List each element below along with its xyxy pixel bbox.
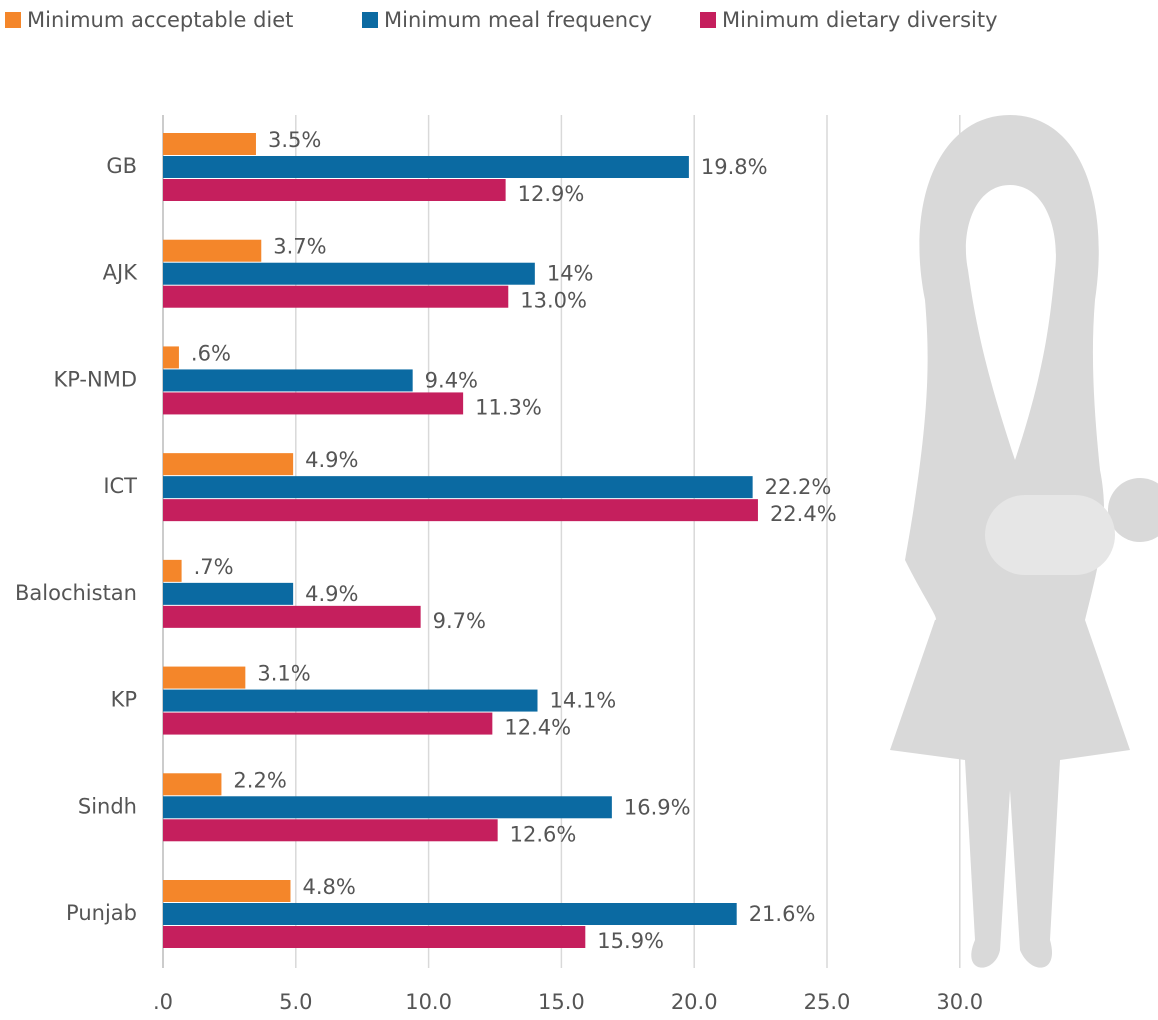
bar bbox=[163, 476, 753, 499]
value-label: 4.8% bbox=[302, 875, 355, 899]
legend-label: Minimum dietary diversity bbox=[722, 8, 998, 32]
plot: .0 5.0 10.0 15.0 20.0 25.0 30.0 GB 3.5% 19.8% 12.9… bbox=[5, 8, 998, 1014]
bar bbox=[163, 773, 222, 796]
value-label: 3.7% bbox=[273, 235, 326, 259]
bar bbox=[163, 582, 294, 605]
y-tick-label: Punjab bbox=[66, 901, 137, 925]
value-label: .7% bbox=[194, 555, 234, 579]
y-tick-label: ICT bbox=[103, 474, 137, 498]
value-label: 3.1% bbox=[257, 662, 310, 686]
value-label: 12.9% bbox=[518, 182, 585, 206]
legend-swatch bbox=[5, 12, 21, 28]
value-label: 14.1% bbox=[549, 689, 616, 713]
legend-swatch bbox=[362, 12, 378, 28]
bar bbox=[163, 346, 179, 369]
value-label: 22.2% bbox=[765, 475, 832, 499]
value-label: 22.4% bbox=[770, 502, 837, 526]
value-label: 14% bbox=[547, 262, 594, 286]
value-label: 12.6% bbox=[510, 822, 577, 846]
bar bbox=[163, 239, 262, 262]
bar bbox=[163, 262, 535, 285]
value-label: .6% bbox=[191, 341, 231, 365]
value-label: 21.6% bbox=[749, 902, 816, 926]
value-label: 15.9% bbox=[597, 929, 664, 953]
value-label: 12.4% bbox=[504, 716, 571, 740]
bar bbox=[163, 453, 294, 476]
value-label: 11.3% bbox=[475, 395, 542, 419]
legend-label: Minimum meal frequency bbox=[384, 8, 652, 32]
bar bbox=[163, 156, 689, 178]
bar bbox=[163, 369, 413, 392]
x-tick-label: 25.0 bbox=[804, 990, 851, 1014]
bar bbox=[163, 796, 612, 819]
x-tick-label: 5.0 bbox=[279, 990, 312, 1014]
value-label: 4.9% bbox=[305, 448, 358, 472]
bar bbox=[163, 559, 182, 582]
legend-label: Minimum acceptable diet bbox=[27, 8, 293, 32]
x-tick-label: 15.0 bbox=[538, 990, 585, 1014]
y-tick-label: AJK bbox=[103, 261, 139, 285]
bar bbox=[163, 133, 256, 155]
value-label: 3.5% bbox=[268, 128, 321, 152]
bar bbox=[163, 285, 509, 308]
y-tick-label: KP bbox=[111, 688, 137, 712]
bar bbox=[163, 605, 421, 628]
bar bbox=[163, 499, 758, 522]
bar bbox=[163, 926, 586, 948]
legend-swatch bbox=[700, 12, 716, 28]
x-tick-label: .0 bbox=[153, 990, 173, 1014]
y-tick-label: Sindh bbox=[78, 794, 137, 818]
value-label: 13.0% bbox=[520, 289, 587, 313]
bar bbox=[163, 392, 464, 415]
x-tick-label: 10.0 bbox=[405, 990, 452, 1014]
bar bbox=[163, 179, 506, 201]
value-label: 16.9% bbox=[624, 795, 691, 819]
value-label: 9.4% bbox=[425, 368, 478, 392]
bar bbox=[163, 880, 291, 902]
bar bbox=[163, 903, 737, 925]
value-label: 4.9% bbox=[305, 582, 358, 606]
bar bbox=[163, 819, 498, 842]
y-tick-label: Balochistan bbox=[15, 581, 137, 605]
bar bbox=[163, 689, 538, 712]
x-tick-label: 20.0 bbox=[671, 990, 718, 1014]
value-label: 2.2% bbox=[233, 768, 286, 792]
y-tick-label: GB bbox=[106, 154, 137, 178]
bar bbox=[163, 712, 493, 735]
value-label: 9.7% bbox=[433, 609, 486, 633]
woman-illustration bbox=[890, 115, 1158, 968]
value-label: 19.8% bbox=[701, 155, 768, 179]
y-tick-label: KP-NMD bbox=[53, 367, 137, 391]
x-tick-label: 30.0 bbox=[936, 990, 983, 1014]
bar bbox=[163, 666, 246, 689]
